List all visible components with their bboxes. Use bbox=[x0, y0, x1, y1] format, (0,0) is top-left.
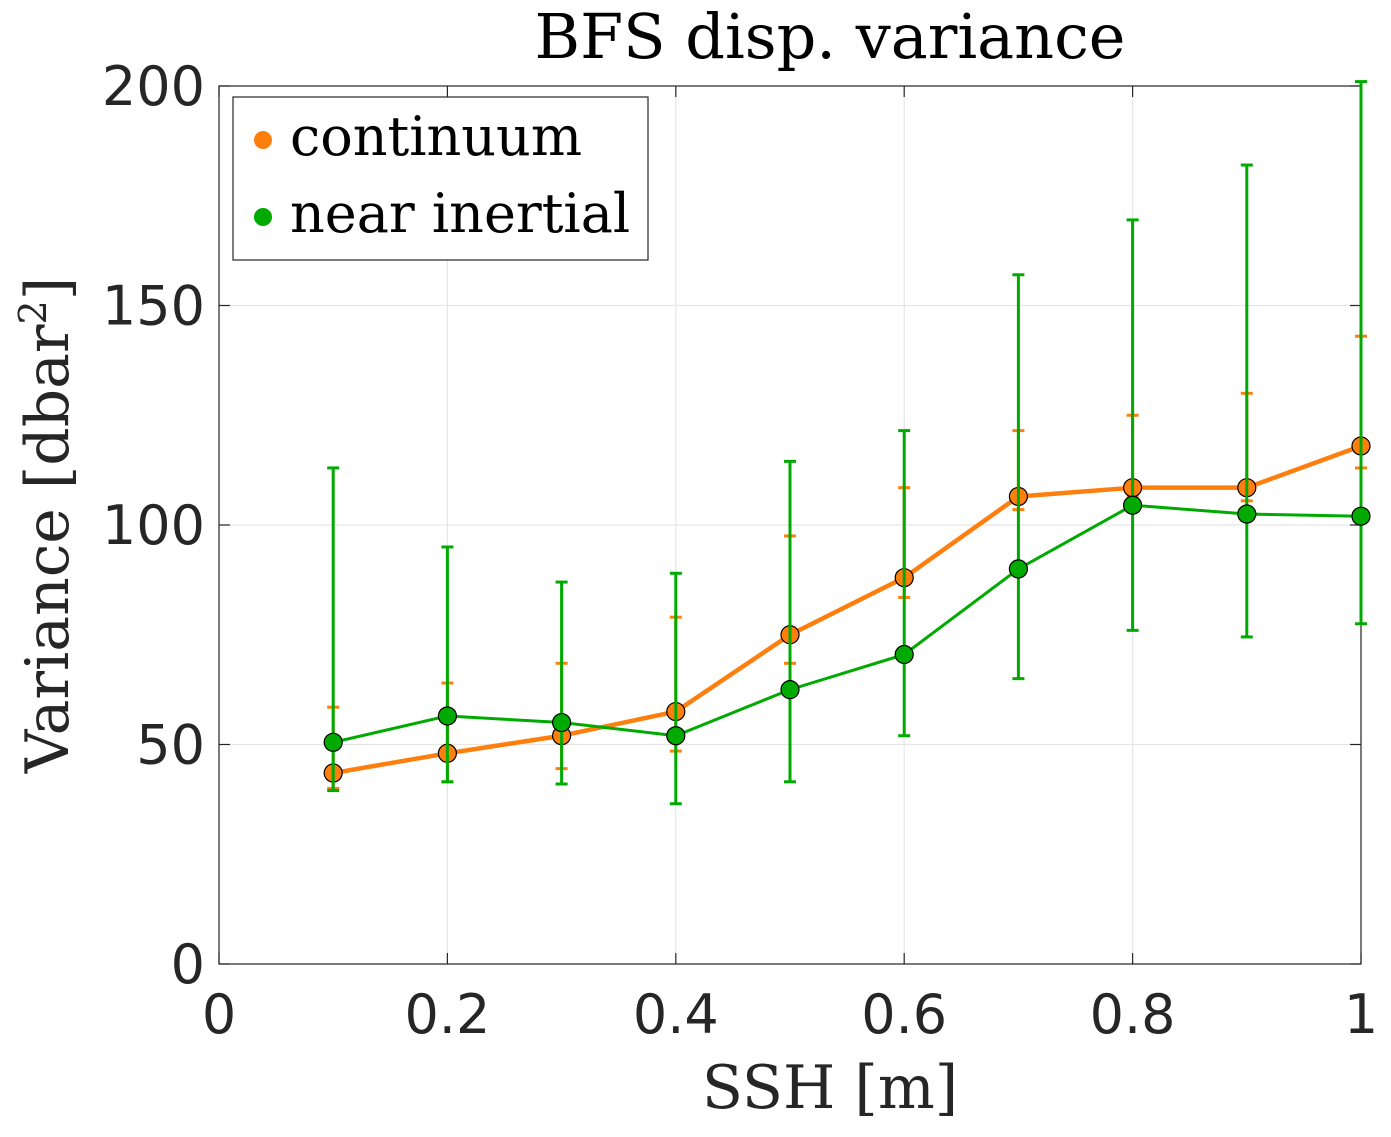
legend-box bbox=[232, 96, 649, 261]
data-point-near-inertial bbox=[1008, 559, 1029, 579]
x-axis-label: SSH [m] bbox=[702, 1053, 958, 1123]
y-tick-label: 200 bbox=[102, 55, 205, 118]
legend-marker-continuum bbox=[254, 131, 272, 149]
x-tick-label: 0.4 bbox=[633, 983, 719, 1046]
data-point-near-inertial bbox=[666, 726, 686, 746]
data-point-near-inertial bbox=[1351, 506, 1371, 526]
x-tick-label: 0.2 bbox=[404, 983, 490, 1046]
data-point-near-inertial bbox=[551, 712, 572, 733]
y-tick-label: 100 bbox=[102, 494, 205, 557]
data-point-near-inertial bbox=[1237, 504, 1257, 524]
y-tick-label: 0 bbox=[171, 933, 205, 996]
x-tick-label: 1 bbox=[1344, 983, 1378, 1046]
axis-ticks: 0 0.2 0.4 0.6 0.8 1 0 50 100 150 200 bbox=[102, 55, 1378, 1046]
series-layer bbox=[323, 80, 1371, 806]
legend-label-near-inertial: near inertial bbox=[290, 182, 630, 245]
data-point-near-inertial bbox=[323, 732, 343, 752]
data-point-near-inertial bbox=[1122, 495, 1143, 515]
series-line-continuum bbox=[332, 443, 1362, 776]
chart-title: BFS disp. variance bbox=[535, 0, 1126, 73]
y-axis-label-superscript: 2 bbox=[11, 300, 55, 324]
y-axis-label-text: Variance [dbar bbox=[13, 324, 83, 774]
y-tick-label: 50 bbox=[136, 714, 205, 777]
y-axis-label-close: ] bbox=[13, 277, 83, 300]
x-tick-label: 0 bbox=[202, 983, 236, 1046]
legend: continuum near inertial bbox=[232, 96, 649, 261]
data-point-near-inertial bbox=[437, 706, 457, 726]
series-line-near-inertial bbox=[332, 503, 1362, 744]
series-near-inertial bbox=[323, 80, 1371, 806]
x-tick-label: 0.6 bbox=[861, 983, 947, 1046]
data-point-near-inertial bbox=[780, 680, 800, 700]
legend-label-continuum: continuum bbox=[290, 105, 582, 168]
data-point-near-inertial bbox=[894, 644, 914, 665]
x-tick-label: 0.8 bbox=[1090, 983, 1176, 1046]
legend-marker-near-inertial bbox=[254, 208, 272, 226]
y-axis-label: Variance [dbar2] bbox=[11, 277, 83, 774]
y-tick-label: 150 bbox=[102, 275, 205, 338]
